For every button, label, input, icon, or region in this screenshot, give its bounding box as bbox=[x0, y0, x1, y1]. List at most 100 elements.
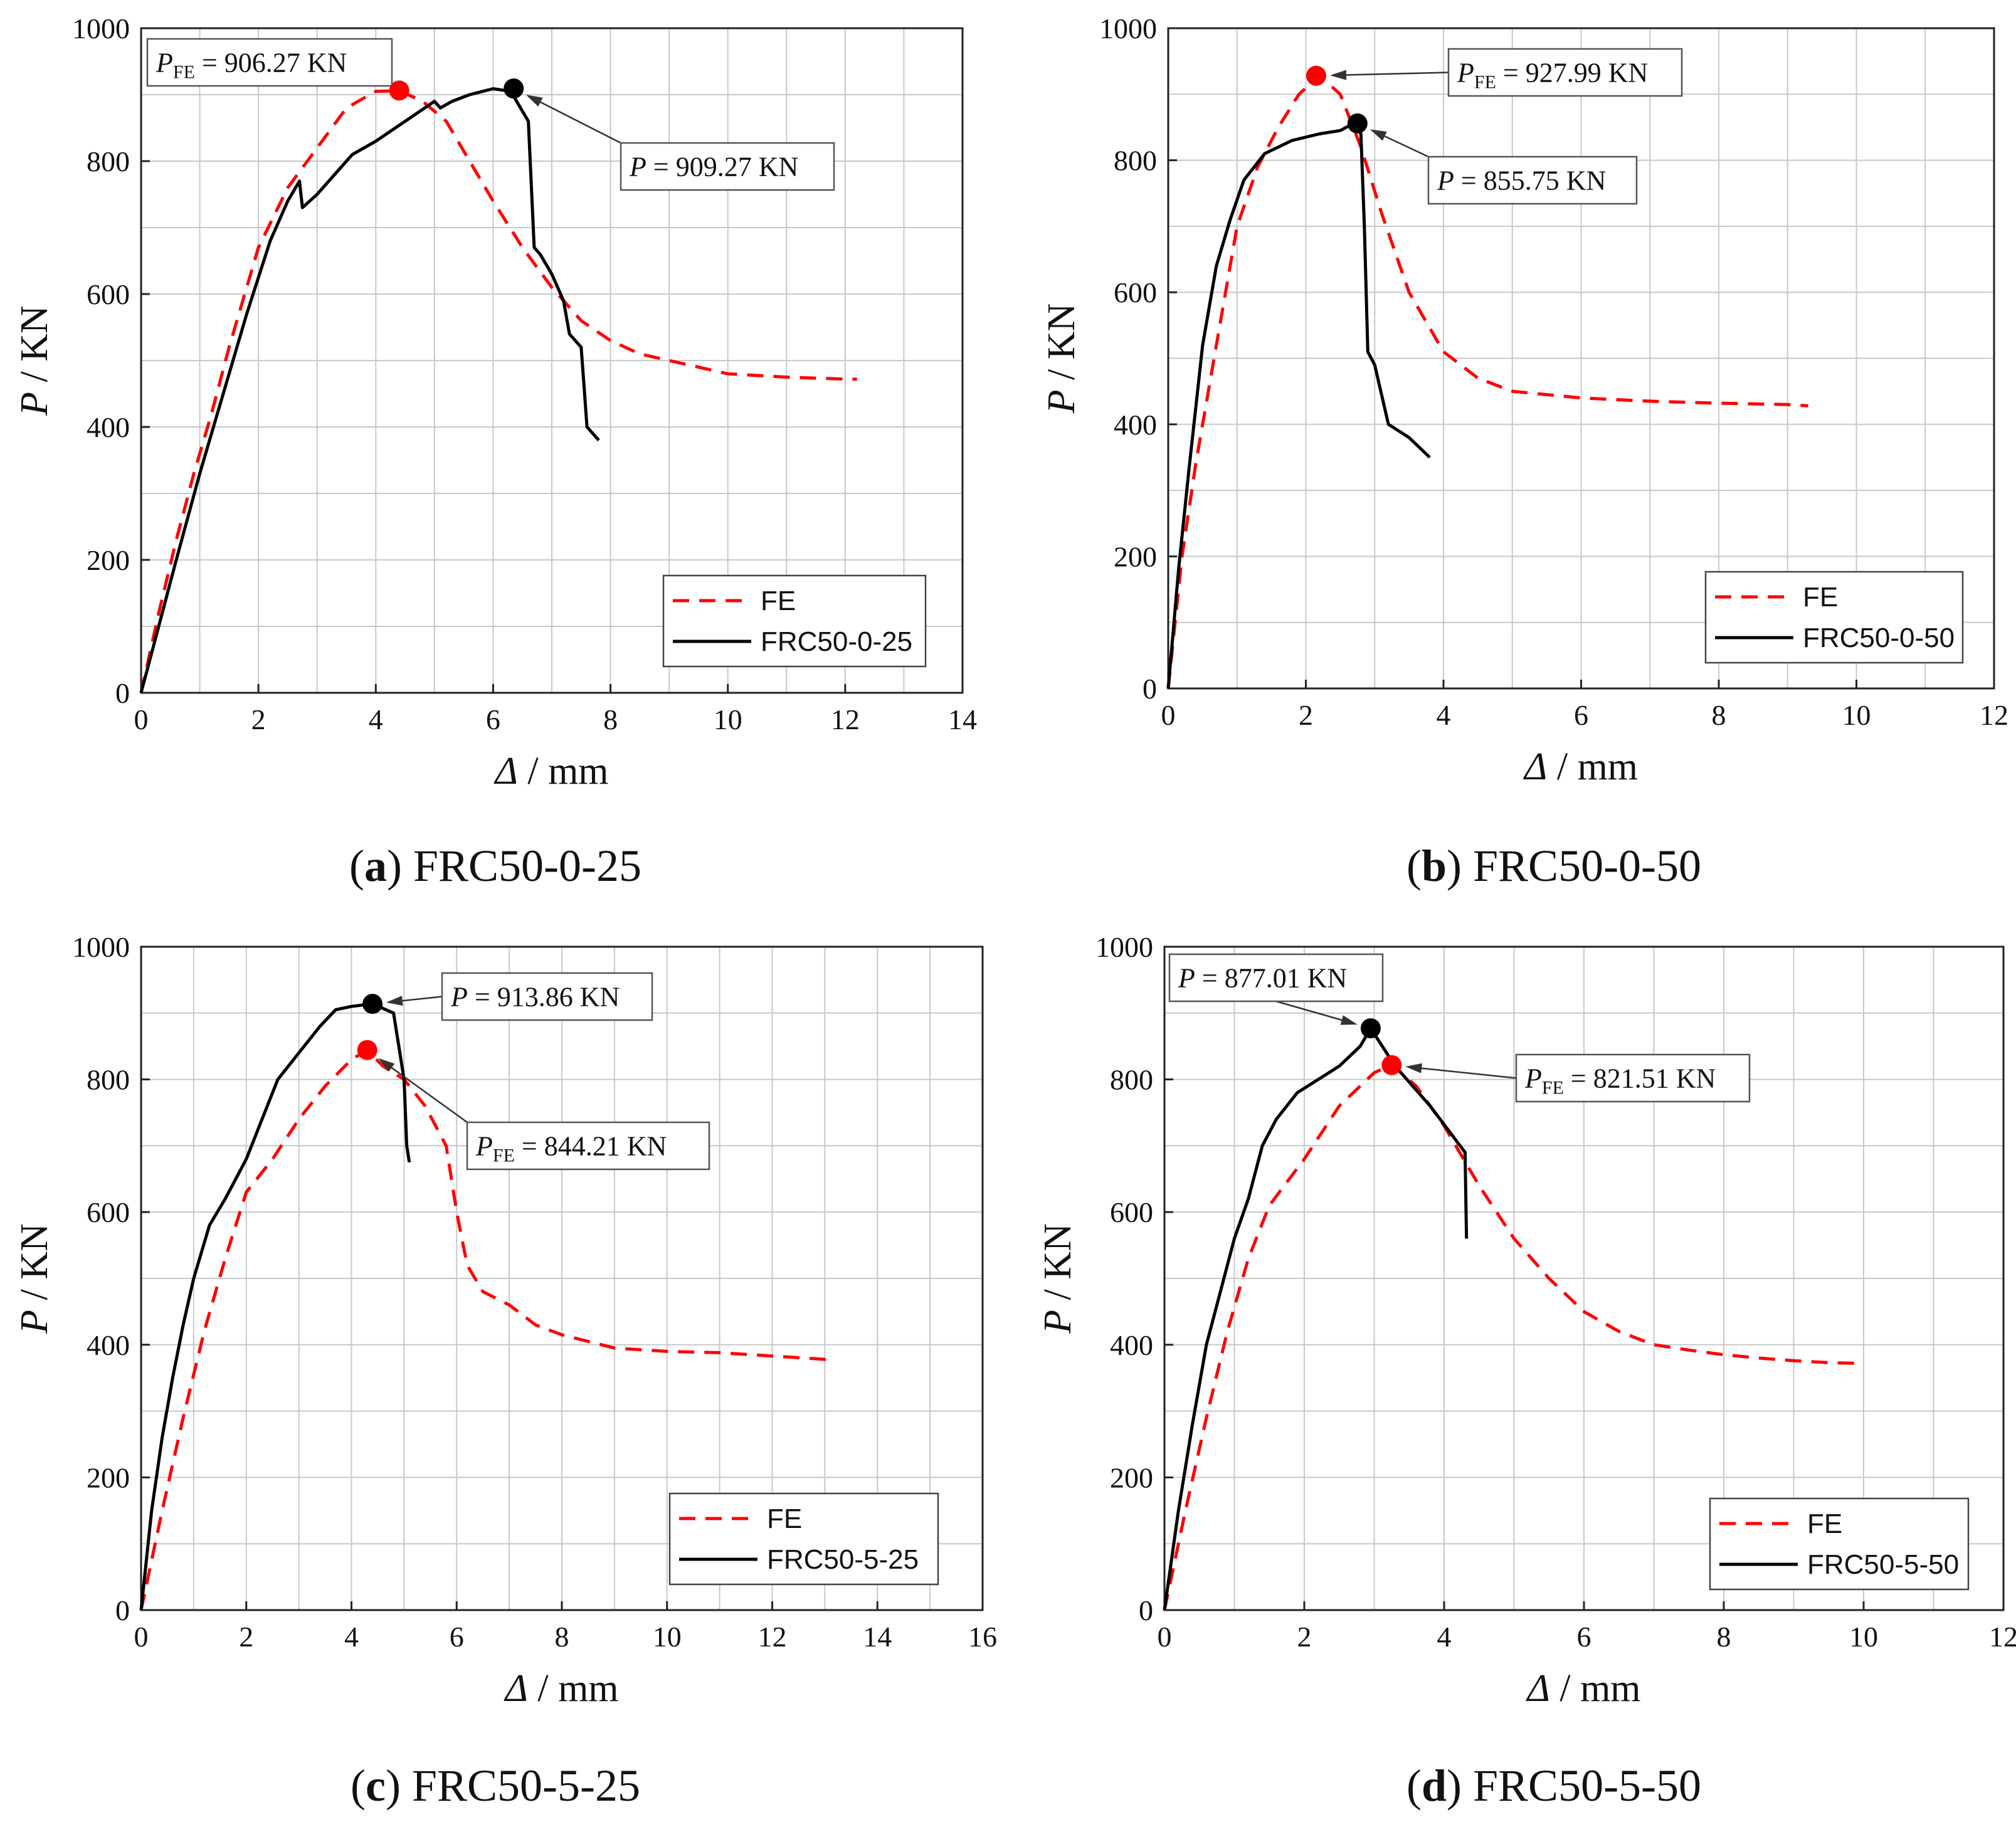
caption-title: ) FRC50-0-25 bbox=[387, 841, 641, 891]
annotation-subscript: FE bbox=[1474, 72, 1496, 93]
y-tick-label: 600 bbox=[1110, 1196, 1153, 1228]
annotation-arrow-line bbox=[530, 96, 621, 144]
annotation-arrow-head bbox=[386, 996, 403, 1006]
series-line-frc50-0-50 bbox=[1166, 122, 1431, 689]
x-axis-unit: / mm bbox=[518, 750, 609, 793]
legend-label: FE bbox=[1807, 1509, 1842, 1539]
annotation-arrow-head bbox=[1370, 129, 1387, 141]
x-tick-label: 8 bbox=[555, 1621, 569, 1653]
annotation-label: PFE = 906.27 KN bbox=[156, 48, 347, 83]
x-tick-label: 4 bbox=[344, 1621, 359, 1653]
y-axis-unit: / KN bbox=[1037, 1223, 1079, 1310]
y-axis-unit: / KN bbox=[1040, 303, 1083, 390]
x-tick-label: 10 bbox=[1842, 699, 1871, 731]
x-axis-label: Δ / mm bbox=[1525, 1667, 1640, 1710]
annotation-box bbox=[146, 38, 393, 87]
x-tick-label: 8 bbox=[603, 703, 618, 735]
x-axis-symbol: Δ bbox=[1523, 745, 1547, 788]
y-tick-label: 400 bbox=[1114, 409, 1157, 441]
annotation-value: = 927.99 KN bbox=[1496, 58, 1648, 88]
y-axis-symbol: P bbox=[13, 1310, 56, 1334]
annotation-arrow-line bbox=[1410, 1066, 1517, 1079]
legend-label: FRC50-5-25 bbox=[767, 1544, 919, 1575]
legend-box bbox=[1709, 1497, 1970, 1591]
x-tick-label: 4 bbox=[369, 703, 383, 735]
y-tick-label: 0 bbox=[1143, 673, 1157, 705]
caption-paren-open: ( bbox=[1406, 1761, 1422, 1811]
plot-frame bbox=[140, 27, 964, 694]
x-tick-label: 4 bbox=[1437, 1621, 1452, 1653]
y-tick-label: 1000 bbox=[1095, 931, 1153, 963]
annotation-symbol: P bbox=[450, 982, 468, 1013]
annotation-value: = 906.27 KN bbox=[195, 48, 347, 78]
annotation-arrow-line bbox=[1334, 71, 1449, 76]
y-axis-label: P / KN bbox=[13, 1223, 56, 1334]
series-line-frc50-0-25 bbox=[139, 87, 600, 693]
annotation-symbol: P bbox=[1457, 58, 1474, 88]
x-tick-label: 2 bbox=[251, 703, 266, 735]
annotation-value: = 844.21 KN bbox=[515, 1131, 667, 1162]
caption-title: ) FRC50-5-25 bbox=[386, 1761, 640, 1811]
y-axis-symbol: P bbox=[1037, 1310, 1079, 1334]
annotation-label: P = 855.75 KN bbox=[1437, 166, 1606, 196]
y-tick-label: 1000 bbox=[72, 931, 130, 963]
annotation-symbol: P bbox=[1524, 1063, 1542, 1094]
annotation-subscript: FE bbox=[173, 62, 195, 83]
x-axis-symbol: Δ bbox=[1525, 1667, 1549, 1710]
y-tick-label: 1000 bbox=[72, 13, 130, 45]
x-tick-label: 4 bbox=[1437, 699, 1451, 731]
annotation-box bbox=[1427, 155, 1638, 205]
chart-panel-a: 0 2 4 6 8 10 12 14 0 200 400 600 800 1000 Δ / mm P / KN… bbox=[13, 13, 977, 891]
x-tick-label: 10 bbox=[1849, 1621, 1878, 1653]
annotation-arrow-head bbox=[378, 1058, 395, 1072]
annotation-value: = 877.01 KN bbox=[1195, 963, 1347, 994]
y-tick-label: 200 bbox=[1114, 540, 1157, 572]
y-tick-label: 800 bbox=[1114, 145, 1157, 177]
x-tick-label: 12 bbox=[831, 703, 860, 735]
x-tick-label: 12 bbox=[1989, 1621, 2016, 1653]
y-tick-label: 800 bbox=[87, 1064, 130, 1096]
x-tick-label: 0 bbox=[134, 703, 149, 735]
annotation-box bbox=[620, 142, 835, 191]
legend: FE FRC50-5-25 bbox=[668, 1492, 939, 1586]
peak-marker-fe bbox=[357, 1040, 377, 1060]
y-tick-label: 1000 bbox=[1099, 13, 1157, 45]
series-line-fe bbox=[1163, 1063, 1857, 1611]
y-tick-label: 400 bbox=[1110, 1329, 1153, 1361]
x-tick-label: 10 bbox=[653, 1621, 682, 1653]
caption-paren-open: ( bbox=[349, 841, 364, 891]
legend-label: FE bbox=[767, 1503, 802, 1534]
x-tick-label: 6 bbox=[486, 703, 500, 735]
x-tick-label: 16 bbox=[968, 1621, 997, 1653]
x-axis-symbol: Δ bbox=[493, 750, 517, 793]
annotation-arrow-head bbox=[525, 95, 543, 107]
peak-marker-frc50-5-25 bbox=[362, 994, 383, 1014]
x-tick-label: 0 bbox=[1158, 1621, 1172, 1653]
panel-caption: (b) FRC50-0-50 bbox=[1406, 841, 1701, 891]
y-tick-label: 600 bbox=[87, 278, 130, 310]
chart-panel-c: 0 2 4 6 8 10 12 14 16 0 200 400 600 800 1000 Δ / mm P / … bbox=[13, 931, 997, 1811]
caption-title: ) FRC50-5-50 bbox=[1447, 1761, 1701, 1811]
x-axis-symbol: Δ bbox=[503, 1667, 527, 1710]
y-axis-label: P / KN bbox=[1037, 1223, 1079, 1334]
annotation-symbol: P bbox=[1437, 166, 1454, 196]
peak-marker-frc50-0-25 bbox=[504, 78, 524, 99]
caption-letter: c bbox=[366, 1761, 386, 1811]
annotation-arrow-line bbox=[1275, 1000, 1353, 1024]
annotation-symbol: P bbox=[475, 1131, 493, 1162]
x-tick-label: 14 bbox=[948, 703, 977, 735]
panel-caption: (c) FRC50-5-25 bbox=[351, 1761, 640, 1811]
legend-box bbox=[668, 1492, 939, 1586]
annotation-label: PFE = 844.21 KN bbox=[475, 1131, 667, 1166]
annotation-arrow-head bbox=[1405, 1063, 1422, 1073]
y-tick-label: 400 bbox=[87, 411, 130, 443]
x-tick-label: 0 bbox=[1161, 699, 1176, 731]
peak-marker-frc50-5-50 bbox=[1360, 1018, 1381, 1039]
legend-label: FRC50-0-50 bbox=[1803, 623, 1955, 653]
legend-label: FE bbox=[1803, 582, 1838, 613]
x-axis-label: Δ / mm bbox=[1523, 745, 1638, 788]
y-tick-label: 800 bbox=[1110, 1064, 1153, 1096]
